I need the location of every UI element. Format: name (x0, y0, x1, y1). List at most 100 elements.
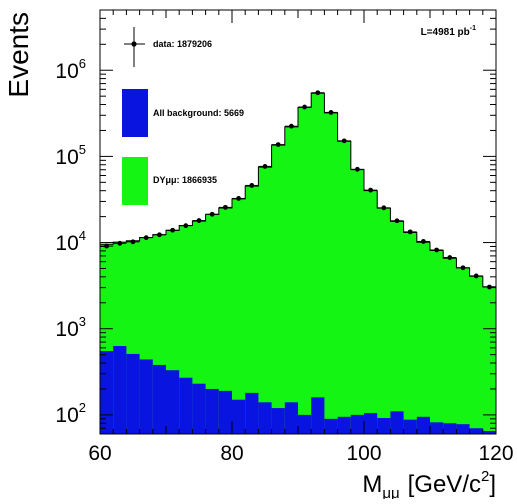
bar-dy-25 (430, 250, 444, 434)
bar-dy-22 (390, 221, 404, 434)
total-outline (100, 92, 496, 288)
bar-dy-16 (311, 93, 325, 434)
y-tick-label-1e3: 103 (55, 314, 86, 341)
bar-background-26 (443, 423, 457, 434)
data-point-21 (377, 205, 391, 211)
x-tick-label-100: 100 (346, 442, 381, 465)
bar-dy-21 (377, 208, 391, 434)
bar-dy-7 (192, 221, 206, 434)
data-point-7 (192, 218, 206, 223)
y-tick-label-1e2: 102 (55, 400, 86, 427)
data-marker-7 (196, 218, 202, 223)
legend-label-data: data: 1879206 (153, 39, 212, 49)
data-marker-27 (460, 265, 466, 271)
data-point-2 (126, 239, 140, 245)
data-point-15 (298, 104, 312, 110)
bar-dy-28 (469, 276, 484, 434)
bar-dy-12 (258, 167, 272, 435)
data-marker-1 (117, 240, 123, 246)
x-tick-label-60: 60 (88, 442, 111, 465)
data-marker-5 (170, 227, 176, 233)
bar-dy-8 (205, 214, 220, 434)
bar-background-10 (232, 399, 246, 434)
data-point-27 (456, 265, 470, 271)
bar-background-9 (218, 390, 233, 434)
bar-background-16 (311, 397, 325, 434)
data-marker-16 (315, 90, 321, 96)
x-tick-label-80: 80 (220, 442, 243, 465)
data-marker-14 (289, 123, 294, 129)
bar-background-15 (298, 414, 312, 434)
data-point-28 (469, 273, 483, 279)
bar-background-8 (205, 388, 220, 434)
bar-background-13 (271, 408, 286, 434)
data-marker-26 (447, 255, 453, 260)
bar-dy-27 (456, 267, 470, 434)
bar-dy-11 (245, 186, 259, 434)
luminosity-label: L=4981 pb-1 (421, 25, 477, 38)
data-marker-20 (368, 187, 373, 193)
data-marker-22 (394, 218, 400, 224)
data-point-10 (232, 196, 246, 201)
data-marker-8 (209, 211, 215, 217)
y-tick-label-1e4: 104 (55, 228, 86, 255)
bar-dy-24 (416, 242, 431, 434)
data-point-20 (364, 187, 378, 193)
data-marker-21 (381, 205, 387, 211)
bar-dy-17 (324, 112, 338, 435)
data-marker-6 (183, 223, 189, 229)
data-marker-24 (421, 239, 426, 244)
histogram-layers (100, 92, 497, 435)
bar-background-28 (469, 428, 484, 434)
bar-background-1 (113, 346, 127, 434)
data-marker-28 (473, 273, 479, 279)
legend-swatch-dy (122, 157, 148, 205)
data-marker-10 (236, 196, 242, 201)
data-marker-13 (275, 142, 281, 148)
data-point-4 (152, 232, 166, 238)
bar-background-24 (416, 416, 431, 434)
data-marker-11 (249, 183, 255, 188)
data-points (100, 90, 496, 290)
legend-swatch-background (122, 89, 148, 137)
data-point-11 (245, 183, 259, 188)
bar-dy-23 (403, 232, 418, 434)
bar-background-27 (456, 424, 470, 434)
bar-background-17 (324, 418, 338, 434)
data-marker-25 (434, 247, 439, 253)
bar-background-5 (166, 370, 180, 434)
bar-background-6 (179, 377, 193, 434)
legend-label-background: All background: 5669 (153, 108, 244, 118)
bar-background-20 (364, 413, 378, 434)
bar-dy-13 (271, 145, 286, 434)
bar-background-23 (403, 419, 418, 434)
data-point-17 (324, 110, 338, 115)
legend-label-dy: DYμμ: 1866935 (153, 175, 217, 185)
axis-ticks (99, 9, 497, 435)
bar-dy-26 (443, 258, 457, 434)
bar-dy-18 (337, 141, 352, 434)
bar-background-0 (100, 351, 114, 434)
data-marker-18 (341, 138, 347, 144)
y-axis-label: Events (3, 12, 34, 98)
data-point-1 (113, 240, 127, 246)
data-point-8 (205, 211, 219, 217)
data-point-13 (271, 142, 285, 148)
bar-background-19 (350, 414, 365, 434)
bar-background-18 (337, 416, 352, 434)
data-point-26 (443, 255, 457, 260)
bar-background-29 (482, 431, 497, 434)
data-point-24 (416, 239, 430, 244)
data-marker-9 (223, 204, 228, 210)
bar-background-21 (377, 418, 391, 434)
data-point-23 (403, 229, 417, 235)
data-marker-15 (302, 104, 307, 110)
data-marker-29 (487, 284, 492, 290)
data-marker-0 (104, 243, 109, 249)
data-point-29 (482, 284, 496, 290)
bar-background-7 (192, 383, 206, 434)
x-axis-label: Mμμ [GeV/c2] (362, 468, 496, 499)
bar-dy-19 (350, 169, 365, 434)
bar-background-22 (390, 411, 404, 434)
data-point-19 (350, 166, 364, 172)
